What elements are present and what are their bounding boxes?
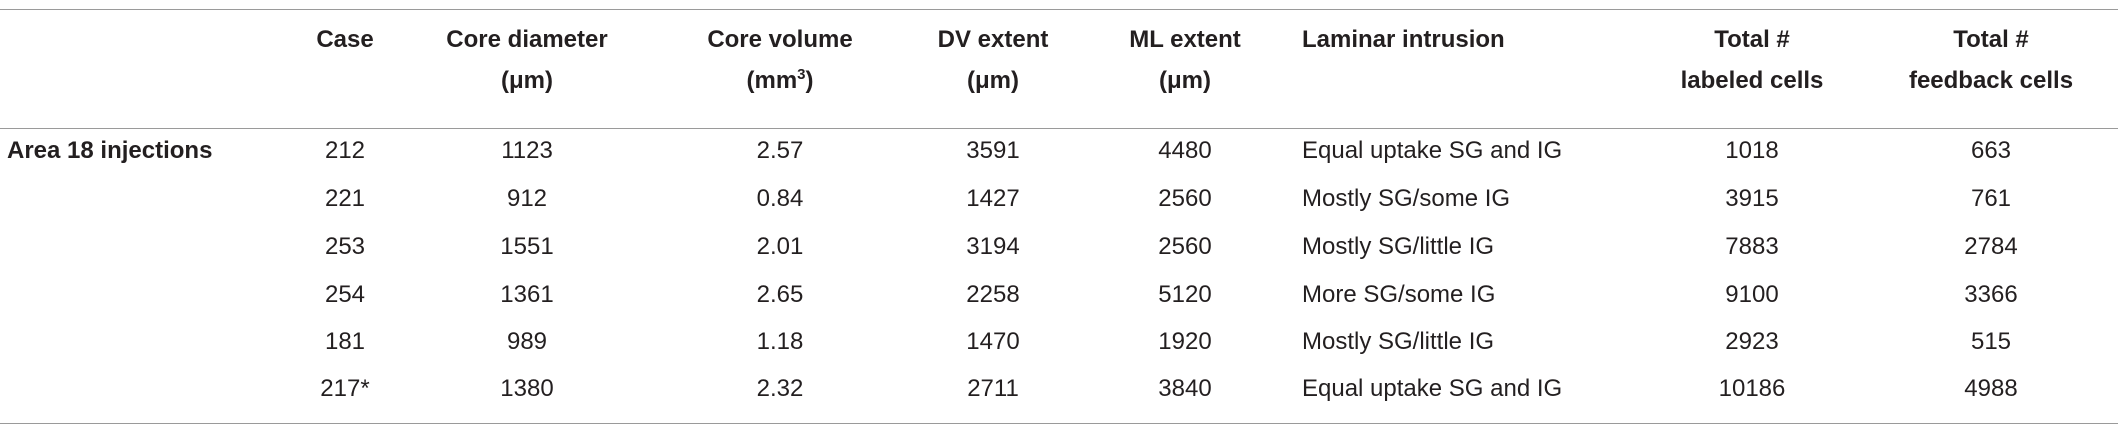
- table-cell: 2.32: [756, 375, 804, 402]
- table-cell: 4988: [1964, 375, 2018, 402]
- table-cell: 1427: [966, 185, 1020, 212]
- table-cell: 2560: [1158, 233, 1212, 260]
- header-text: ): [805, 67, 814, 94]
- table-cell: 2.65: [756, 281, 804, 308]
- table-cell: 663: [1970, 137, 2012, 164]
- column-header: DV extent: [938, 26, 1049, 54]
- column-header: Core volume: [707, 26, 852, 54]
- table-cell: 254: [324, 281, 366, 308]
- table-cell: 5120: [1158, 281, 1212, 308]
- header-text: (μm): [500, 67, 554, 94]
- table-cell: Mostly SG/little IG: [1302, 233, 1495, 260]
- column-header: Total #: [1714, 26, 1790, 54]
- header-text: Case: [316, 26, 374, 53]
- column-header: Laminar intrusion: [1302, 26, 1505, 54]
- header-text: feedback cells: [1908, 67, 2074, 94]
- header-text: DV extent: [937, 26, 1049, 53]
- table-cell: 2.57: [756, 137, 804, 164]
- header-text: Core diameter: [446, 26, 608, 53]
- table-cell: Mostly SG/little IG: [1302, 328, 1495, 355]
- table-cell: 989: [506, 328, 548, 355]
- table-cell: 7883: [1725, 233, 1779, 260]
- table-cell: 2711: [967, 375, 1019, 402]
- table-cell: Equal uptake SG and IG: [1302, 137, 1563, 164]
- table-cell: 3194: [966, 233, 1020, 260]
- header-text: labeled cells: [1680, 67, 1824, 94]
- table-cell: 0.84: [756, 185, 804, 212]
- table-cell: 1123: [501, 137, 553, 164]
- column-header: ML extent: [1129, 26, 1241, 54]
- header-text: Total #: [1714, 26, 1790, 53]
- table-cell: 1470: [966, 328, 1020, 355]
- header-text: Core volume: [707, 26, 853, 53]
- table-cell: 221: [324, 185, 366, 212]
- table-cell: 217*: [320, 375, 370, 402]
- table-cell: 761: [1970, 185, 2012, 212]
- table-cell: 912: [506, 185, 548, 212]
- table-cell: 1361: [500, 281, 554, 308]
- table-cell: 4480: [1158, 137, 1212, 164]
- table-cell: 2923: [1725, 328, 1779, 355]
- header-text: ML extent: [1129, 26, 1241, 53]
- header-text: Laminar intrusion: [1302, 26, 1505, 53]
- table-cell: 2784: [1964, 233, 2018, 260]
- header-text: 3: [797, 66, 806, 83]
- table-cell: Equal uptake SG and IG: [1302, 375, 1563, 402]
- header-rule: [0, 128, 2118, 129]
- table-cell: 253: [324, 233, 366, 260]
- table-cell: 1920: [1158, 328, 1212, 355]
- column-header: Case: [316, 26, 373, 54]
- header-text: (μm): [966, 67, 1020, 94]
- column-header: feedback cells: [1909, 67, 2073, 95]
- column-header: Core diameter: [446, 26, 607, 54]
- column-header: (μm): [1159, 67, 1211, 95]
- table-cell: 181: [324, 328, 366, 355]
- table-cell: 1551: [500, 233, 554, 260]
- table-cell: 515: [1970, 328, 2012, 355]
- table-cell: 3915: [1725, 185, 1779, 212]
- header-text: (μm): [1158, 67, 1212, 94]
- table-cell: 1380: [500, 375, 554, 402]
- table-cell: 1.18: [756, 328, 804, 355]
- table-cell: 9100: [1725, 281, 1779, 308]
- bottom-rule: [0, 423, 2118, 424]
- table-cell: 3366: [1964, 281, 2018, 308]
- column-header: labeled cells: [1681, 67, 1824, 95]
- table-cell: 212: [324, 137, 366, 164]
- table-cell: 2258: [966, 281, 1020, 308]
- table-cell: Mostly SG/some IG: [1302, 185, 1511, 212]
- table-cell: 3591: [966, 137, 1020, 164]
- column-header: Total #: [1953, 26, 2029, 54]
- header-text: (mm: [746, 67, 798, 94]
- table-cell: 2560: [1158, 185, 1212, 212]
- table-cell: 2.01: [756, 233, 804, 260]
- table-cell: 10186: [1718, 375, 1786, 402]
- column-header: (μm): [501, 67, 553, 95]
- table-cell: More SG/some IG: [1302, 281, 1496, 308]
- column-header: (μm): [967, 67, 1019, 95]
- header-text: Total #: [1953, 26, 2029, 53]
- column-header: (mm3): [746, 67, 813, 95]
- table-cell: 1018: [1725, 137, 1779, 164]
- table-cell: 3840: [1158, 375, 1212, 402]
- top-rule: [0, 9, 2118, 10]
- group-label: Area 18 injections: [7, 137, 213, 164]
